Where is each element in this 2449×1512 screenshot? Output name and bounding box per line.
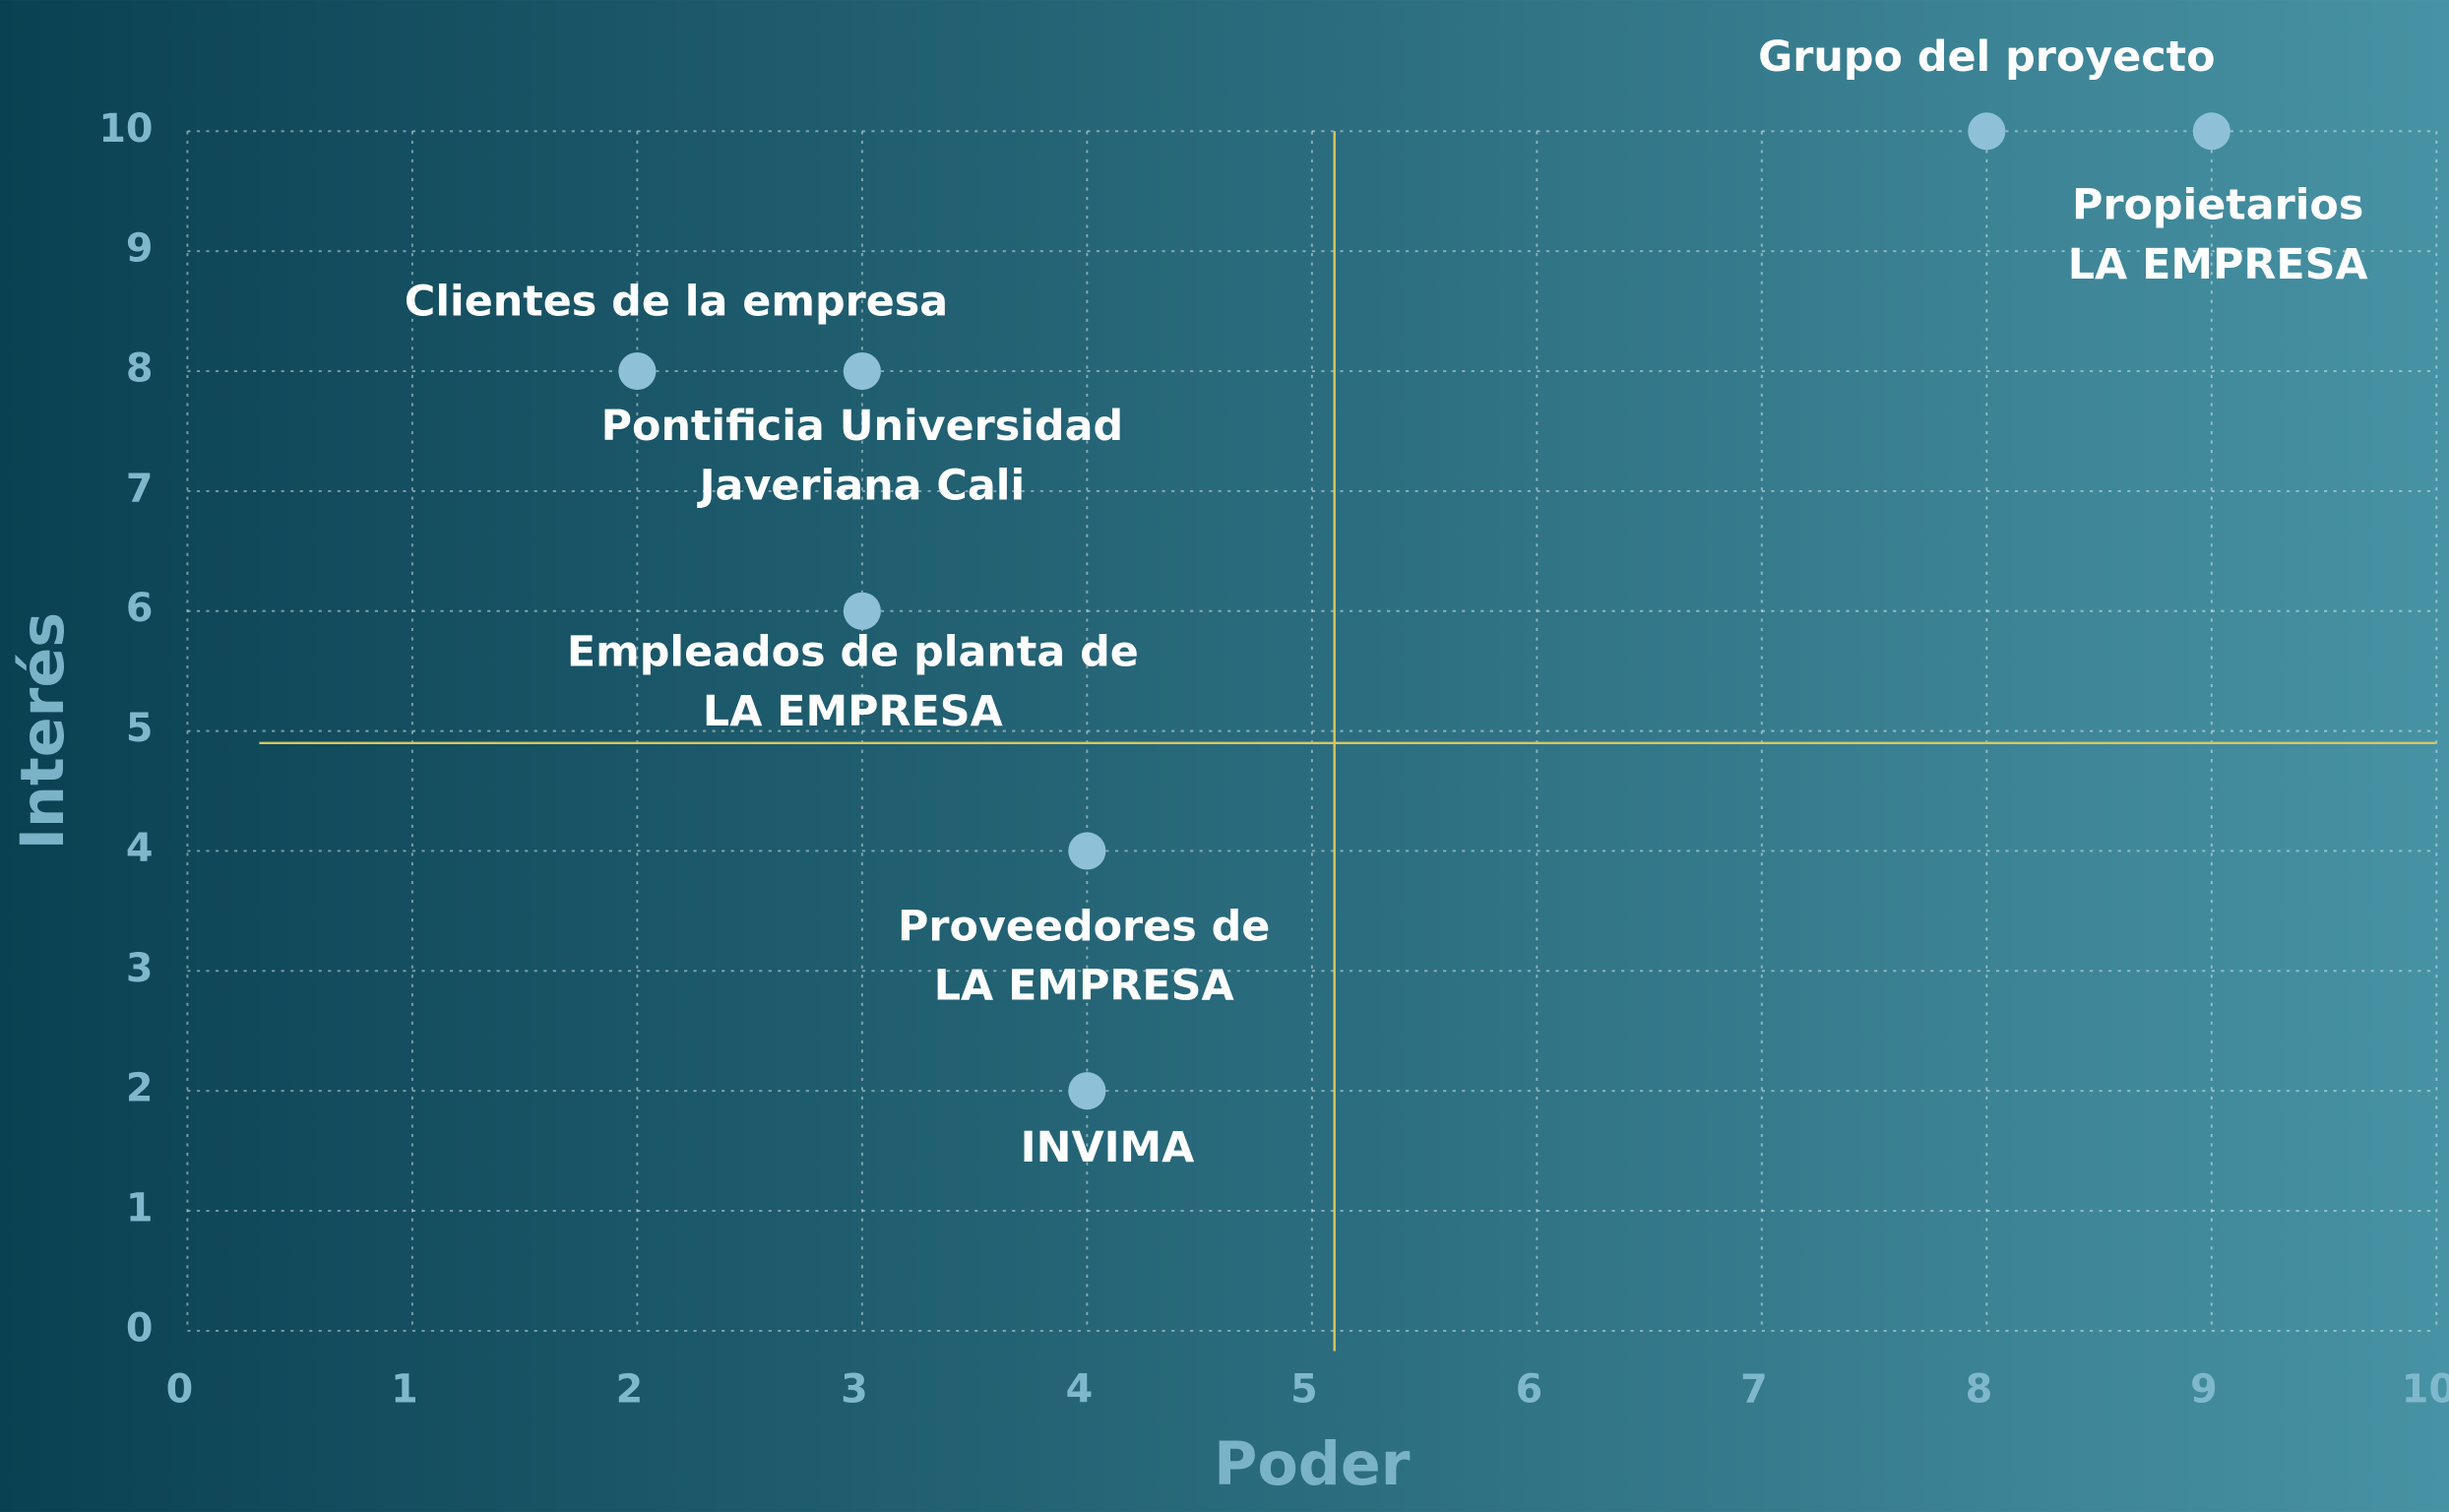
x-tick-label: 6 bbox=[1516, 1366, 1543, 1412]
x-axis-title: Poder bbox=[1214, 1430, 1411, 1499]
y-tick-label: 2 bbox=[126, 1066, 154, 1111]
y-tick-label: 1 bbox=[126, 1186, 154, 1231]
y-tick-label: 10 bbox=[98, 106, 153, 152]
x-tick-label: 8 bbox=[1966, 1366, 1993, 1412]
point-label: Propietarios bbox=[2072, 181, 2363, 230]
point bbox=[1068, 832, 1106, 870]
x-tick-label: 10 bbox=[2402, 1366, 2449, 1412]
point-label: LA EMPRESA bbox=[2068, 240, 2368, 289]
y-tick-label: 5 bbox=[126, 706, 154, 751]
point-label: LA EMPRESA bbox=[934, 962, 1234, 1011]
x-tick-label: 2 bbox=[616, 1366, 644, 1412]
x-tick-label: 9 bbox=[2190, 1366, 2218, 1412]
y-tick-label: 8 bbox=[126, 346, 154, 392]
point bbox=[1068, 1072, 1106, 1110]
point bbox=[843, 351, 881, 391]
point bbox=[1968, 112, 2006, 151]
y-axis-title: Interés bbox=[9, 612, 78, 850]
x-tick-label: 7 bbox=[1740, 1366, 1768, 1412]
x-tick-label: 3 bbox=[841, 1366, 868, 1412]
point-label: Pontificia Universidad bbox=[601, 402, 1123, 451]
point-label: LA EMPRESA bbox=[703, 687, 1003, 736]
x-tick-label: 5 bbox=[1290, 1366, 1318, 1412]
x-tick-label: 1 bbox=[391, 1366, 418, 1412]
y-tick-label: 6 bbox=[126, 586, 154, 631]
y-tick-label: 9 bbox=[126, 226, 154, 272]
point-label: Clientes de la empresa bbox=[405, 277, 948, 326]
point bbox=[2192, 112, 2230, 151]
y-tick-label: 3 bbox=[126, 946, 154, 991]
x-tick-label: 4 bbox=[1066, 1366, 1094, 1412]
point-label: Proveedores de bbox=[898, 902, 1270, 951]
y-tick-label: 4 bbox=[126, 826, 154, 871]
x-tick-label: 0 bbox=[166, 1366, 194, 1412]
y-tick-label: 7 bbox=[126, 466, 154, 511]
point-label: Javeriana Cali bbox=[697, 462, 1026, 511]
point-label: INVIMA bbox=[1021, 1123, 1195, 1172]
point bbox=[618, 351, 657, 391]
point-label: Grupo del proyecto bbox=[1758, 32, 2216, 82]
point-label: Empleados de planta de bbox=[567, 628, 1139, 677]
point bbox=[843, 592, 881, 630]
y-tick-label: 0 bbox=[126, 1305, 154, 1351]
